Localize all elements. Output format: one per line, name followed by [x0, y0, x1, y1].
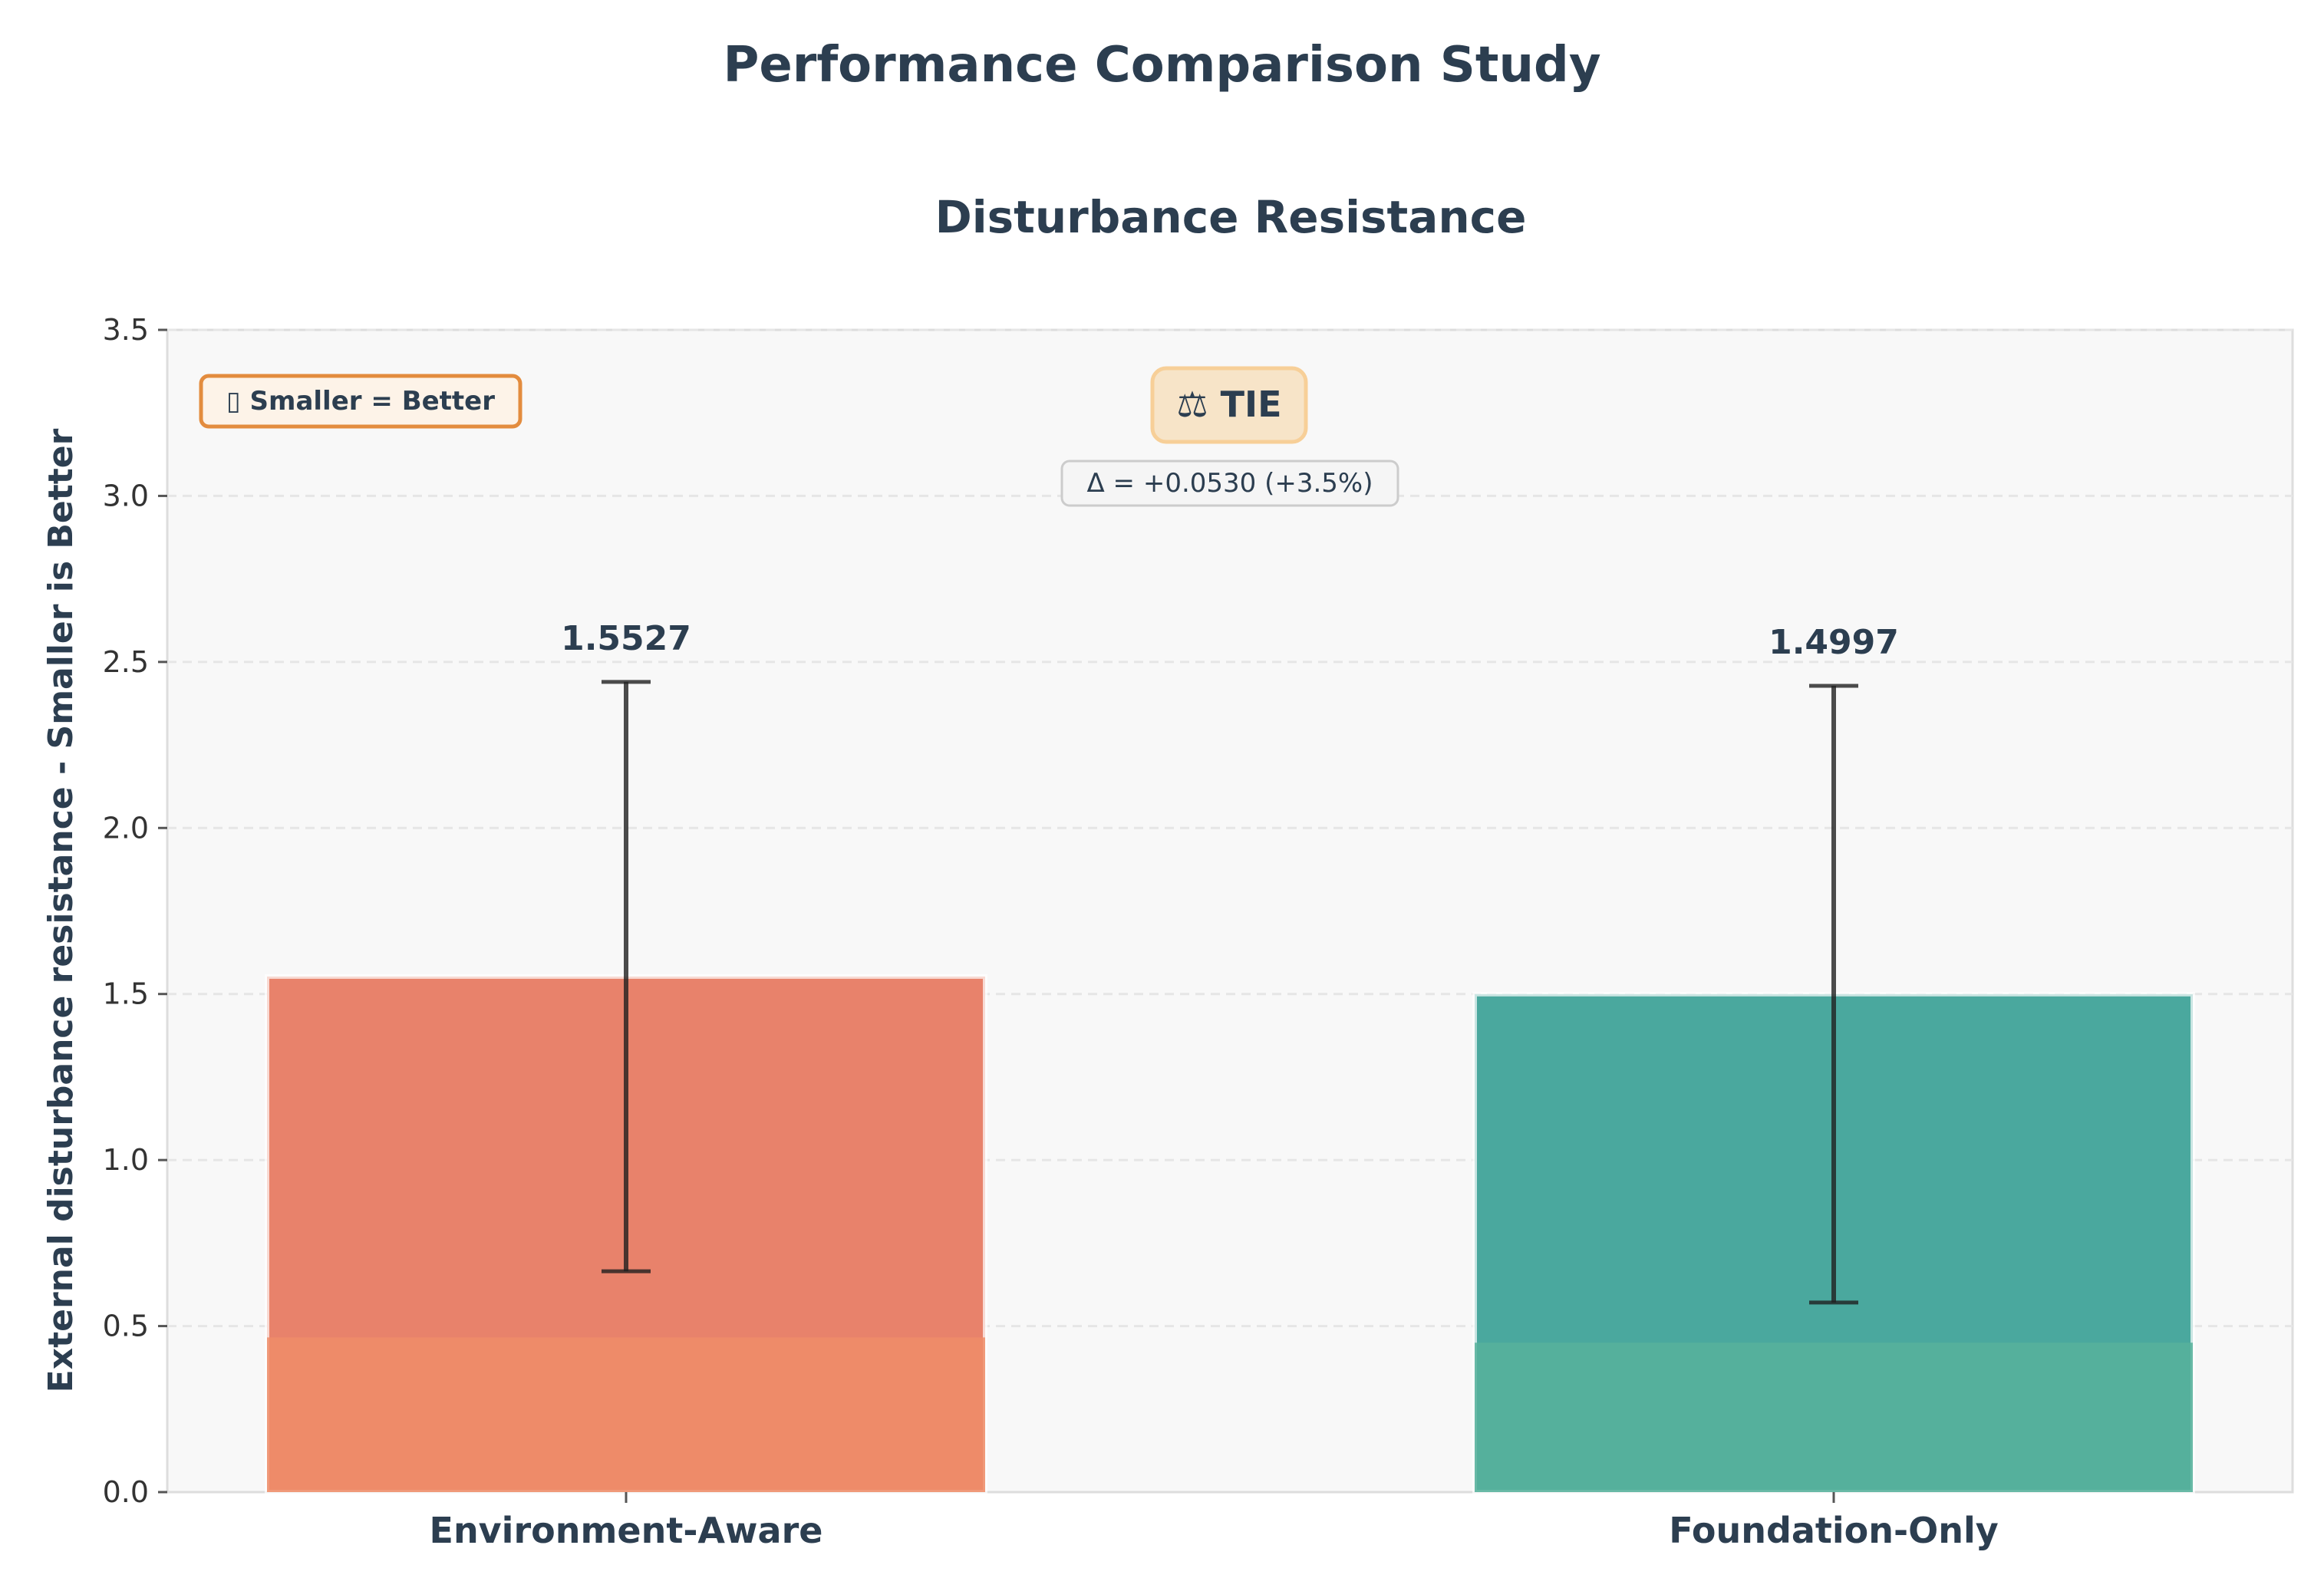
bar-base-highlight	[267, 1337, 985, 1492]
bar-base-highlight	[1475, 1343, 2193, 1492]
chart-title: Disturbance Resistance	[935, 191, 1527, 243]
x-tick-label: Environment-Aware	[430, 1510, 823, 1551]
y-tick-label: 2.5	[103, 645, 149, 679]
verdict-text: ⚖ TIE	[1176, 384, 1281, 425]
y-tick-label: 0.5	[103, 1310, 149, 1343]
value-label: 1.4997	[1769, 623, 1899, 662]
note-text: ▯ Smaller = Better	[226, 386, 495, 417]
error-bars	[602, 680, 1858, 1305]
y-tick-label: 1.0	[103, 1143, 149, 1177]
smaller-better-note: ▯ Smaller = Better	[199, 374, 522, 429]
y-tick-label: 0.0	[103, 1475, 149, 1509]
verdict-badge: ⚖ TIE	[1150, 366, 1308, 444]
value-label: 1.5527	[561, 619, 691, 658]
bars	[265, 974, 2195, 1494]
x-axis-ticks: Environment-Aware Foundation-Only	[430, 1492, 1999, 1551]
y-tick-label: 3.0	[103, 479, 149, 512]
y-tick-label: 3.5	[103, 313, 149, 347]
delta-text: Δ = +0.0530 (+3.5%)	[1086, 468, 1373, 499]
y-axis-title: External disturbance resistance - Smalle…	[41, 428, 81, 1392]
value-labels: 1.5527 1.4997	[561, 619, 1899, 662]
y-axis-ticks: 0.0 0.5 1.0 1.5 2.0 2.5 3.0 3.5	[103, 313, 167, 1509]
y-tick-label: 1.5	[103, 977, 149, 1011]
delta-box: Δ = +0.0530 (+3.5%)	[1060, 460, 1399, 507]
x-tick-label: Foundation-Only	[1669, 1510, 1998, 1551]
figure-suptitle: Performance Comparison Study	[723, 37, 1601, 94]
y-tick-label: 2.0	[103, 811, 149, 845]
